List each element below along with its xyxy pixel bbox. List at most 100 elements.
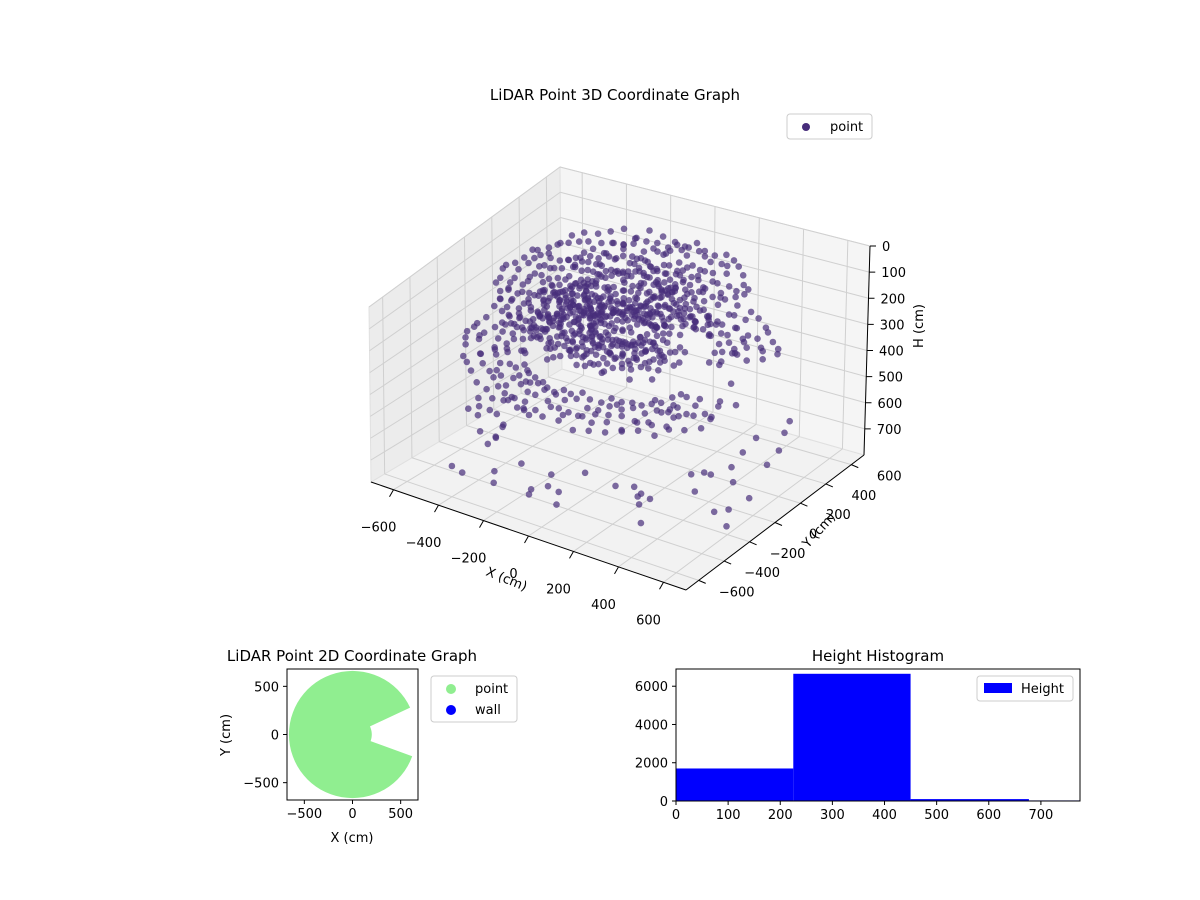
chart3d-point bbox=[475, 394, 482, 402]
chart3d-point bbox=[742, 316, 749, 324]
chart3d-point bbox=[654, 239, 661, 247]
histogram-x-tick-label: 0 bbox=[672, 808, 680, 823]
chart3d-point bbox=[620, 245, 627, 253]
chart3d-point bbox=[533, 327, 540, 334]
chart2d-ticks: −500 0 500 −500 0 500 bbox=[243, 680, 413, 822]
chart3d-point bbox=[579, 389, 586, 397]
chart3d-point bbox=[539, 413, 546, 420]
chart3d-point bbox=[745, 494, 753, 502]
chart3d-point bbox=[691, 488, 699, 495]
chart3d-point bbox=[658, 409, 665, 416]
chart3d-point bbox=[566, 321, 573, 328]
chart3d-point bbox=[598, 308, 605, 316]
chart3d-point bbox=[669, 394, 676, 401]
chart3d-y-tick-label: 200 bbox=[826, 508, 851, 523]
chart3d-point bbox=[658, 288, 665, 296]
chart3d-point bbox=[527, 324, 534, 332]
chart3d-point bbox=[654, 248, 661, 255]
chart3d-point bbox=[607, 228, 614, 235]
chart3d-point bbox=[655, 303, 663, 310]
chart3d-point bbox=[543, 356, 551, 363]
chart3d-point bbox=[619, 318, 626, 325]
chart3d-point bbox=[669, 289, 676, 296]
chart3d-point bbox=[613, 316, 621, 324]
chart3d-point bbox=[499, 423, 506, 431]
chart3d-point bbox=[580, 249, 588, 256]
histogram-bar bbox=[793, 673, 911, 801]
chart3d-point bbox=[545, 314, 552, 321]
histogram-legend: Height bbox=[976, 675, 1074, 702]
chart3d-point bbox=[547, 403, 555, 411]
chart3d-point bbox=[586, 396, 594, 403]
chart3d-point bbox=[547, 254, 554, 262]
histogram-x-tick-label: 600 bbox=[976, 808, 1001, 823]
chart3d-point bbox=[484, 440, 492, 448]
chart3d-point bbox=[665, 426, 673, 433]
chart3d-point bbox=[730, 257, 738, 264]
chart3d-point bbox=[614, 300, 621, 308]
chart3d-point bbox=[623, 344, 631, 352]
histogram-y-tick-label: 0 bbox=[660, 795, 668, 810]
chart3d-point bbox=[661, 279, 668, 286]
chart3d-point bbox=[603, 418, 611, 426]
chart3d-point bbox=[516, 372, 523, 379]
chart3d-point bbox=[504, 348, 511, 356]
chart3d-point bbox=[595, 342, 603, 349]
chart3d-point bbox=[569, 426, 577, 434]
chart3d-point bbox=[510, 335, 518, 343]
chart3d-point bbox=[636, 333, 644, 341]
chart3d-point bbox=[629, 399, 636, 407]
chart3d-point bbox=[511, 259, 519, 267]
chart3d-point bbox=[584, 404, 591, 412]
chart3d-point bbox=[715, 340, 723, 348]
chart3d-gridline-z bbox=[370, 343, 563, 461]
chart3d-point bbox=[759, 356, 766, 363]
chart3d-point bbox=[689, 262, 696, 269]
chart3d-point bbox=[648, 400, 655, 408]
chart3d-point bbox=[608, 272, 615, 280]
chart3d-point bbox=[506, 360, 514, 368]
chart3d-point bbox=[566, 347, 574, 355]
chart3d-point bbox=[463, 327, 471, 335]
chart3d-point bbox=[516, 314, 523, 322]
chart3d-point bbox=[775, 447, 783, 454]
chart3d-x-tick-label: 600 bbox=[636, 613, 661, 628]
chart3d-point bbox=[699, 326, 707, 333]
chart3d-y-tick-label: 600 bbox=[877, 470, 902, 485]
chart3d-point bbox=[739, 272, 747, 279]
chart3d-point bbox=[519, 281, 527, 288]
chart3d-point bbox=[642, 346, 650, 354]
chart3d-point bbox=[632, 354, 640, 362]
chart3d-point bbox=[677, 391, 685, 398]
chart3d-point bbox=[643, 331, 651, 338]
chart3d-point bbox=[613, 254, 620, 262]
chart3d-point bbox=[511, 274, 518, 282]
chart3d-point bbox=[648, 345, 656, 353]
chart3d-point bbox=[631, 260, 638, 268]
chart3d-point bbox=[676, 359, 683, 366]
chart3d-point bbox=[589, 339, 597, 347]
chart3d-point bbox=[578, 324, 585, 332]
chart3d-point bbox=[545, 244, 553, 251]
chart3d-point bbox=[640, 280, 648, 287]
chart3d-point bbox=[709, 269, 717, 277]
chart3d-point bbox=[500, 397, 507, 404]
chart3d-point bbox=[496, 359, 504, 367]
chart2d-x-tick-label: −500 bbox=[286, 807, 322, 822]
chart3d-point bbox=[527, 303, 535, 311]
chart3d-point bbox=[759, 347, 766, 355]
chart3d-point bbox=[567, 390, 575, 398]
chart3d-y-tick-label: 0 bbox=[809, 528, 817, 543]
chart3d-point bbox=[590, 361, 597, 368]
chart3d-point bbox=[525, 411, 533, 419]
chart3d-point bbox=[549, 317, 557, 325]
chart3d-point bbox=[728, 350, 736, 357]
chart3d-x-tick-label: −600 bbox=[361, 521, 397, 536]
chart3d-point bbox=[609, 364, 617, 372]
chart3d-point bbox=[626, 376, 633, 383]
chart3d-point bbox=[641, 410, 649, 417]
chart3d-point bbox=[497, 372, 505, 379]
chart3d-point bbox=[600, 368, 608, 375]
chart3d-point bbox=[583, 347, 591, 354]
chart3d-point bbox=[717, 294, 724, 301]
